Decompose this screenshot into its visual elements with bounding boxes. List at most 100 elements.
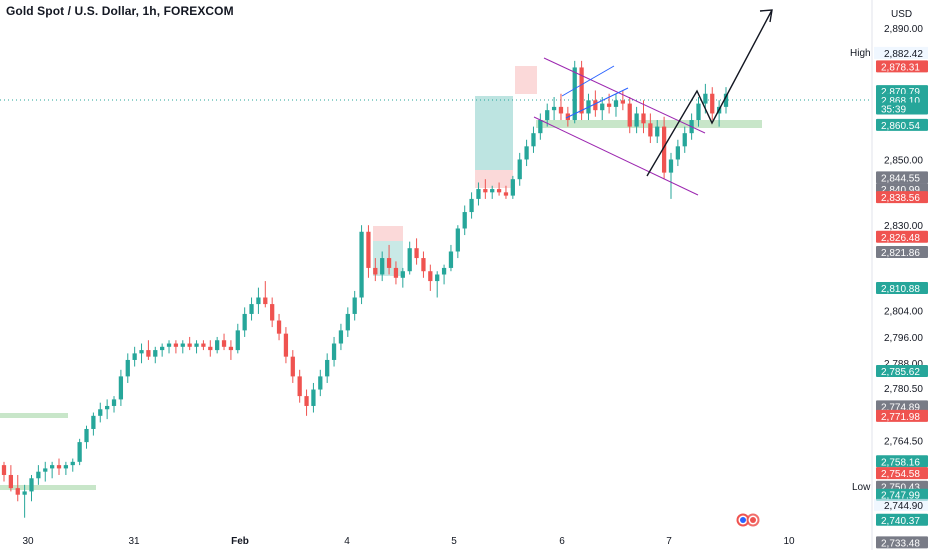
price-tag-bg [876,400,928,413]
price-tag: 2,740.37 [881,516,920,527]
price-tag-bg [874,46,928,59]
candle-body [139,350,144,354]
chart-title: Gold Spot / U.S. Dollar, 1h, FOREXCOM [6,4,234,18]
candle-body [710,93,715,114]
candle-body [407,248,412,272]
candle-body [153,350,158,357]
candle-body [483,189,488,193]
candle-body [180,343,185,347]
price-tag: 2,878.31 [881,62,920,73]
y-tick-label: 2,830.00 [884,221,923,232]
candle-body [70,461,75,466]
candle-body [276,320,282,334]
channel-upper-line [543,57,706,134]
price-tag: 2,868.10 [881,96,920,107]
candle-body [648,123,653,137]
price-tag-bg [876,118,928,131]
price-tag-bg [876,409,928,422]
candle-body [455,228,460,252]
candle-body [325,359,330,377]
price-tag: 2,826.48 [881,233,920,244]
price-tag: 2,733.48 [881,538,920,549]
candle-body [380,258,385,275]
candle-body [297,376,302,397]
x-tick-label: 4 [344,536,350,547]
price-tag-bg [876,455,928,468]
high-label: High [850,48,871,59]
y-tick-label: 2,804.00 [884,307,923,318]
candle-body [675,146,680,160]
price-tag: 2,860.54 [881,121,920,132]
candle-body [173,343,179,347]
candle-body [462,212,467,229]
long-position-zone [475,96,513,170]
candle-body [414,248,419,259]
candle-body [160,346,165,351]
candle-body [613,100,619,107]
candle-body [91,415,96,429]
x-tick-label: 30 [22,536,34,547]
candle-body [627,103,632,127]
price-tag-bg [876,365,928,378]
candle-body [558,106,564,114]
price-tag: 2,785.62 [881,367,920,378]
price-tag-bg [876,171,928,184]
candle-body [490,189,495,193]
candle-body [510,179,515,196]
candle-body [655,126,660,137]
price-tag-bg [874,498,928,511]
candle-body [77,442,82,462]
x-tick-label: 10 [783,536,795,547]
channel-lower-line [533,116,699,196]
candle-body [421,258,426,272]
candle-body [634,113,639,127]
price-tag: 2,750.43 [881,483,920,494]
stop-zone [515,66,537,94]
candle-body [29,478,34,492]
candle-body [579,67,584,114]
candle-body [43,468,48,472]
us-flag-icon[interactable] [736,513,760,527]
candle-body [166,343,172,347]
y-tick-label: 2,890.00 [884,24,923,35]
candle-body [551,106,557,111]
candle-body [545,110,550,121]
candle-body [496,189,502,193]
price-tag-bg [876,513,928,526]
candle-body [331,343,337,360]
candle-body [132,353,137,360]
candle-body [263,297,268,305]
support-zone [0,413,68,418]
candle-body [8,474,14,489]
candle-body [105,405,110,410]
price-tag: 2,758.16 [881,457,920,468]
candle-body [242,313,247,331]
candle-body [723,93,729,107]
projection-arrowhead [759,9,773,23]
currency-label: USD [891,9,912,20]
x-tick-label: 31 [128,536,140,547]
candle-body [338,330,344,344]
candle-body [228,346,234,351]
candle-body [606,103,612,107]
price-tag-bg [876,245,928,258]
stop-zone [373,226,403,241]
candle-body [682,133,687,147]
candle-body [696,103,701,121]
candle-body [194,343,199,347]
candle-body [201,343,206,347]
candle-body [56,465,62,469]
candle-body [386,258,392,268]
candle-body [283,333,289,357]
candle-body [524,146,529,160]
candle-body [1,465,7,475]
x-tick-label: 6 [559,536,565,547]
candle-body [393,267,399,278]
price-tag: 2,838.56 [881,193,920,204]
candle-body [668,159,674,173]
candle-body [208,346,213,351]
y-tick-label: 2,780.50 [884,384,923,395]
candle-body [366,231,371,268]
candle-body [517,159,522,180]
